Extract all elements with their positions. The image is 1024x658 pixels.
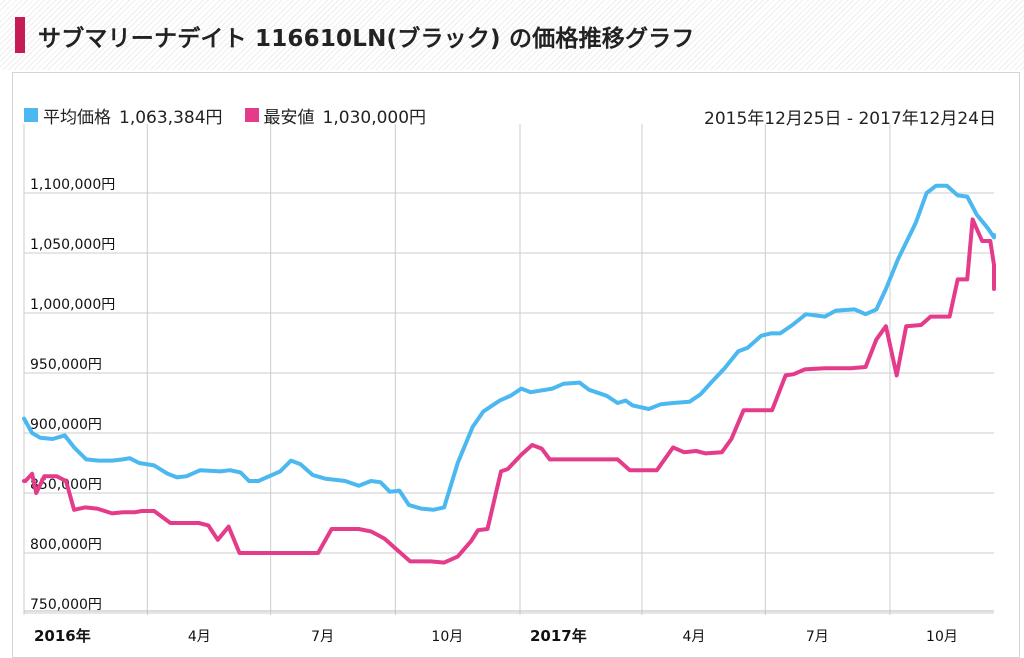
y-tick-label: 1,050,000円 bbox=[30, 237, 115, 253]
legend-value-min: 1,030,000円 bbox=[322, 107, 427, 128]
y-tick-label: 750,000円 bbox=[30, 597, 102, 613]
x-tick-label: 2017年 bbox=[530, 627, 587, 645]
y-tick-label: 1,000,000円 bbox=[30, 297, 115, 313]
x-tick-label: 2016年 bbox=[34, 627, 91, 645]
chart-grid bbox=[23, 124, 994, 615]
series-line-avg bbox=[22, 183, 996, 512]
x-tick-label: 10月 bbox=[926, 629, 958, 645]
page-header: サブマリーナデイト 116610LN(ブラック) の価格推移グラフ bbox=[0, 0, 1024, 70]
legend-label-min: 最安値 bbox=[263, 107, 315, 128]
x-tick-label: 7月 bbox=[311, 629, 334, 645]
x-tick-label: 4月 bbox=[683, 629, 706, 645]
x-axis-labels: 2016年 4月 7月 10月 2017年 4月 7月 10月 bbox=[34, 627, 958, 645]
page-title: サブマリーナデイト 116610LN(ブラック) の価格推移グラフ bbox=[38, 26, 695, 52]
chart-panel bbox=[12, 72, 1020, 658]
legend-label-avg: 平均価格 bbox=[43, 107, 111, 128]
header-accent-bar bbox=[15, 17, 25, 53]
y-tick-label: 950,000円 bbox=[30, 357, 102, 373]
x-tick-label: 10月 bbox=[431, 629, 463, 645]
date-range: 2015年12月25日 - 2017年12月24日 bbox=[704, 109, 996, 129]
y-tick-label: 1,100,000円 bbox=[30, 177, 115, 193]
chart-lines bbox=[22, 183, 996, 565]
legend-value-avg: 1,063,384円 bbox=[119, 107, 223, 128]
chart-legend: 平均価格 1,063,384円 最安値 1,030,000円 bbox=[24, 103, 448, 128]
y-tick-label: 900,000円 bbox=[30, 417, 102, 433]
legend-swatch-min bbox=[244, 108, 259, 122]
y-tick-label: 800,000円 bbox=[30, 537, 102, 553]
x-tick-label: 7月 bbox=[806, 629, 829, 645]
legend-swatch-avg bbox=[24, 108, 38, 122]
series-line-min bbox=[22, 217, 996, 565]
x-tick-label: 4月 bbox=[188, 629, 211, 645]
y-axis-labels: 750,000円800,000円850,000円900,000円950,000円… bbox=[30, 177, 115, 613]
